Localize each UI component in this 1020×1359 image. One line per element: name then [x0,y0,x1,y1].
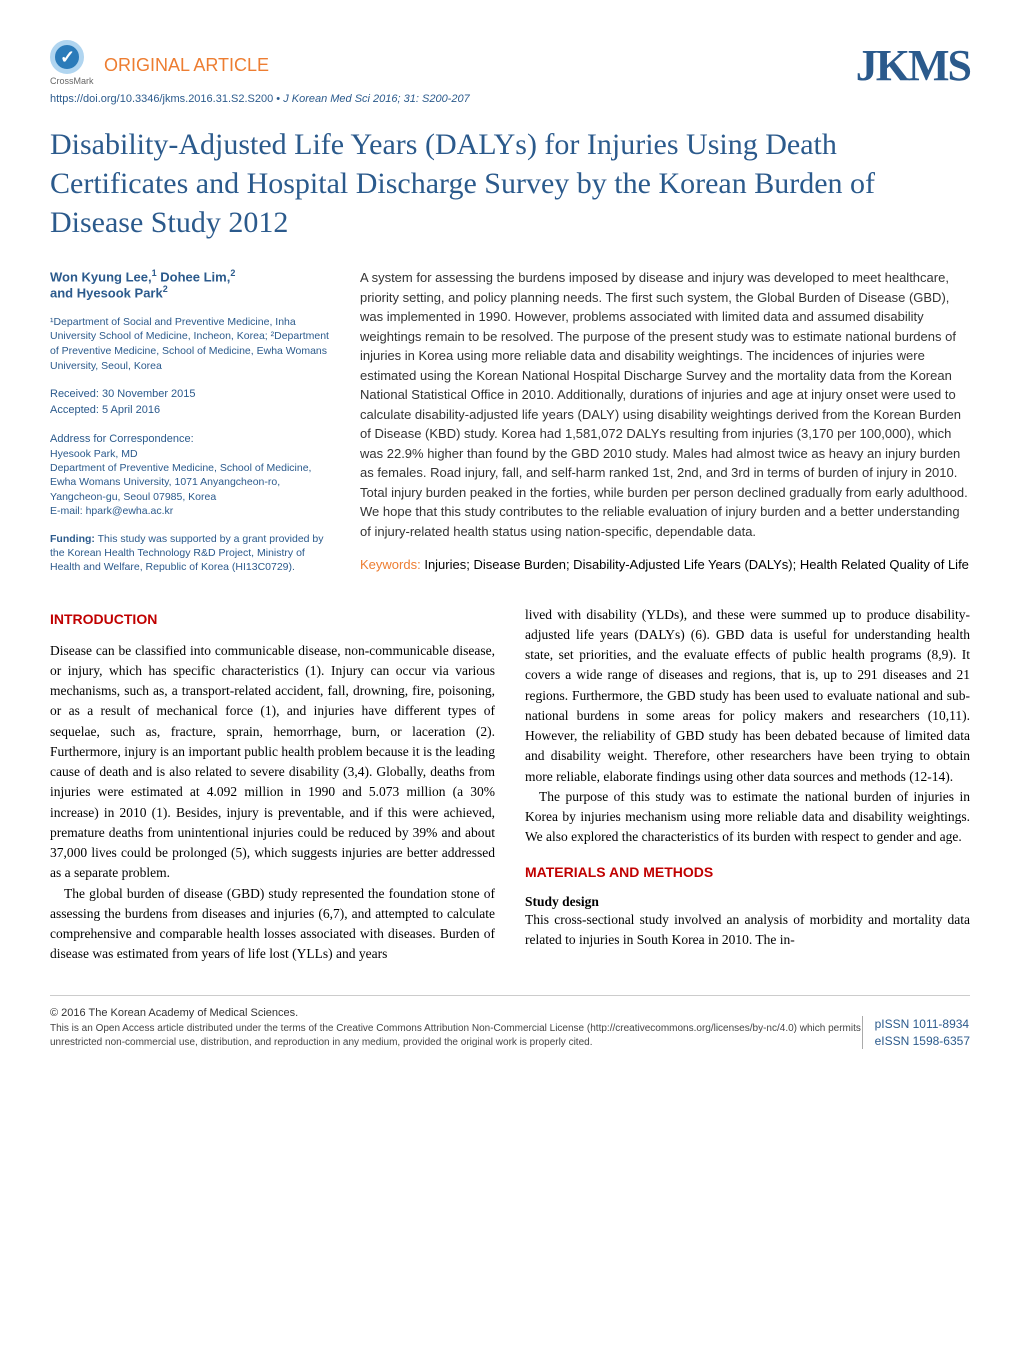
authors: Won Kyung Lee,1 Dohee Lim,2 and Hyesook … [50,268,330,301]
accepted-date: Accepted: 5 April 2016 [50,403,330,418]
journal-logo: JKMS [856,40,970,91]
footer-right: pISSN 1011-8934 eISSN 1598-6357 [862,1016,970,1050]
meta-column: Won Kyung Lee,1 Dohee Lim,2 and Hyesook … [50,268,330,575]
methods-para1: This cross-sectional study involved an a… [525,910,970,951]
dates: Received: 30 November 2015 Accepted: 5 A… [50,387,330,418]
introduction-heading: INTRODUCTION [50,611,495,627]
body-columns: INTRODUCTION Disease can be classified i… [50,605,970,965]
crossmark-icon[interactable]: CrossMark [50,40,96,86]
body-text: This cross-sectional study involved an a… [525,910,970,951]
copyright: © 2016 The Korean Academy of Medical Sci… [50,1006,862,1021]
body-text: lived with disability (YLDs), and these … [525,605,970,848]
intro-para4: The purpose of this study was to estimat… [525,787,970,848]
meta-abstract-row: Won Kyung Lee,1 Dohee Lim,2 and Hyesook … [50,268,970,575]
abstract: A system for assessing the burdens impos… [360,268,970,541]
abstract-column: A system for assessing the burdens impos… [360,268,970,575]
article-title: Disability-Adjusted Life Years (DALYs) f… [50,125,970,242]
correspondence-email: E-mail: hpark@ewha.ac.kr [50,504,330,518]
received-date: Received: 30 November 2015 [50,387,330,402]
page-header: CrossMark ORIGINAL ARTICLE JKMS [50,40,970,91]
affiliations: ¹Department of Social and Preventive Med… [50,315,330,374]
keywords-text: Injuries; Disease Burden; Disability-Adj… [424,557,969,572]
methods-heading: MATERIALS AND METHODS [525,864,970,880]
correspondence: Address for Correspondence: Hyesook Park… [50,432,330,518]
crossmark-label: CrossMark [50,76,96,86]
keywords-label: Keywords: [360,557,421,572]
study-design-heading: Study design [525,894,970,910]
correspondence-label: Address for Correspondence: [50,432,330,447]
footer-left: © 2016 The Korean Academy of Medical Sci… [50,1006,862,1050]
article-type: ORIGINAL ARTICLE [104,55,269,76]
doi[interactable]: https://doi.org/10.3346/jkms.2016.31.S2.… [50,93,273,105]
body-text: Disease can be classified into communica… [50,641,495,965]
correspondence-dept: Department of Preventive Medicine, Schoo… [50,461,330,504]
license-text: This is an Open Access article distribut… [50,1022,862,1049]
correspondence-name: Hyesook Park, MD [50,447,330,461]
funding-label: Funding: [50,533,95,545]
page-footer: © 2016 The Korean Academy of Medical Sci… [50,995,970,1050]
keywords: Keywords: Injuries; Disease Burden; Disa… [360,555,970,575]
intro-para3: lived with disability (YLDs), and these … [525,605,970,787]
header-left: CrossMark ORIGINAL ARTICLE [50,40,269,86]
author: Dohee Lim, [160,269,230,284]
citation: J Korean Med Sci 2016; 31: S200-207 [283,93,470,105]
author: Won Kyung Lee, [50,269,152,284]
author: and Hyesook Park [50,286,163,301]
doi-citation: https://doi.org/10.3346/jkms.2016.31.S2.… [50,93,970,105]
intro-para1: Disease can be classified into communica… [50,641,495,884]
funding: Funding: This study was supported by a g… [50,532,330,575]
left-column: INTRODUCTION Disease can be classified i… [50,605,495,965]
intro-para2: The global burden of disease (GBD) study… [50,884,495,965]
pissn: pISSN 1011-8934 [875,1016,970,1033]
right-column: lived with disability (YLDs), and these … [525,605,970,965]
eissn: eISSN 1598-6357 [875,1033,970,1050]
